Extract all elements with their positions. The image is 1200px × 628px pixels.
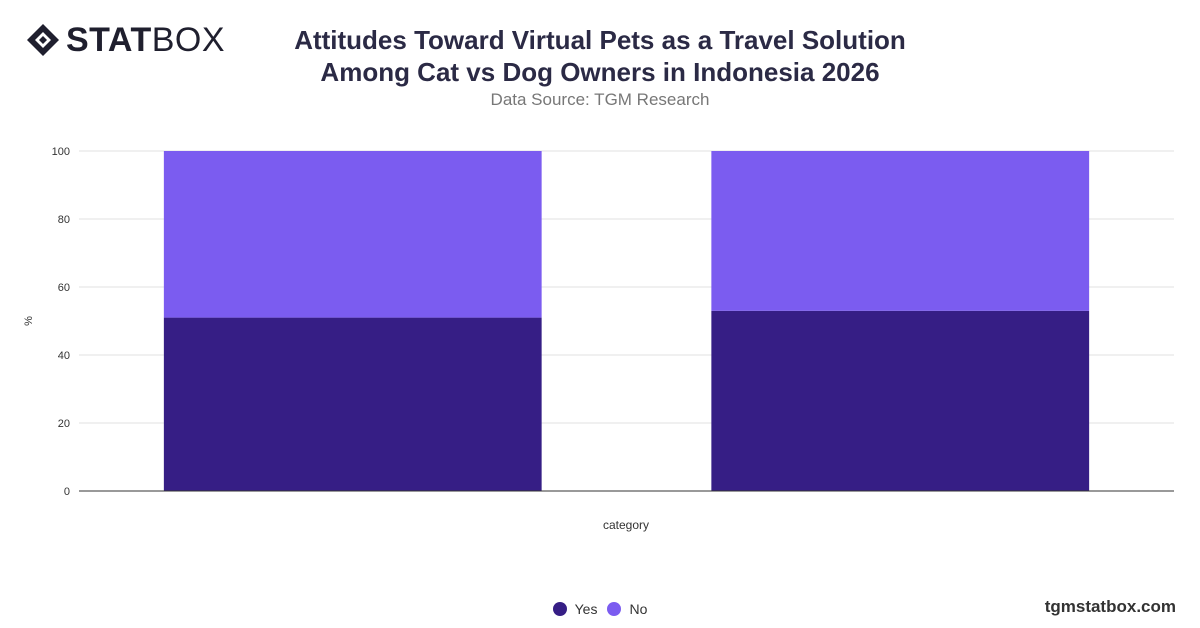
chart-title-line1: Attitudes Toward Virtual Pets as a Trave… (294, 25, 906, 55)
chart-subtitle: Data Source: TGM Research (490, 90, 710, 109)
chart-title-line2: Among Cat vs Dog Owners in Indonesia 202… (320, 57, 880, 87)
footer-site-link[interactable]: tgmstatbox.com (1044, 597, 1176, 616)
legend-label-no: No (629, 601, 648, 617)
legend-label-yes: Yes (574, 601, 598, 617)
legend-swatch-yes (552, 602, 567, 616)
y-tick-label: 20 (58, 418, 70, 430)
legend-item-yes[interactable]: Yes (552, 601, 598, 617)
bar-no-1 (163, 151, 542, 318)
chart-title: Attitudes Toward Virtual Pets as a Trave… (220, 24, 980, 88)
legend-item-no[interactable]: No (607, 601, 647, 617)
bar-yes-1 (163, 317, 542, 491)
x-axis-label: category (603, 518, 649, 532)
chart-legend: Yes No (0, 601, 1200, 617)
y-tick-label: 40 (58, 350, 70, 362)
diamond-logo-icon (27, 24, 59, 56)
y-axis-label: % (23, 316, 35, 326)
brand-wordmark-light: BOX (151, 21, 226, 59)
y-tick-label: 0 (64, 486, 70, 498)
brand-wordmark: STATBOX (66, 23, 225, 57)
brand-wordmark-bold: STAT (66, 21, 152, 59)
brand-logo: STATBOX (26, 22, 225, 58)
y-tick-label: 100 (52, 146, 70, 158)
bar-no-2 (711, 151, 1090, 311)
y-tick-label: 80 (58, 214, 70, 226)
y-tick-label: 60 (58, 282, 70, 294)
bar-yes-2 (711, 310, 1090, 491)
legend-swatch-no (607, 602, 622, 616)
